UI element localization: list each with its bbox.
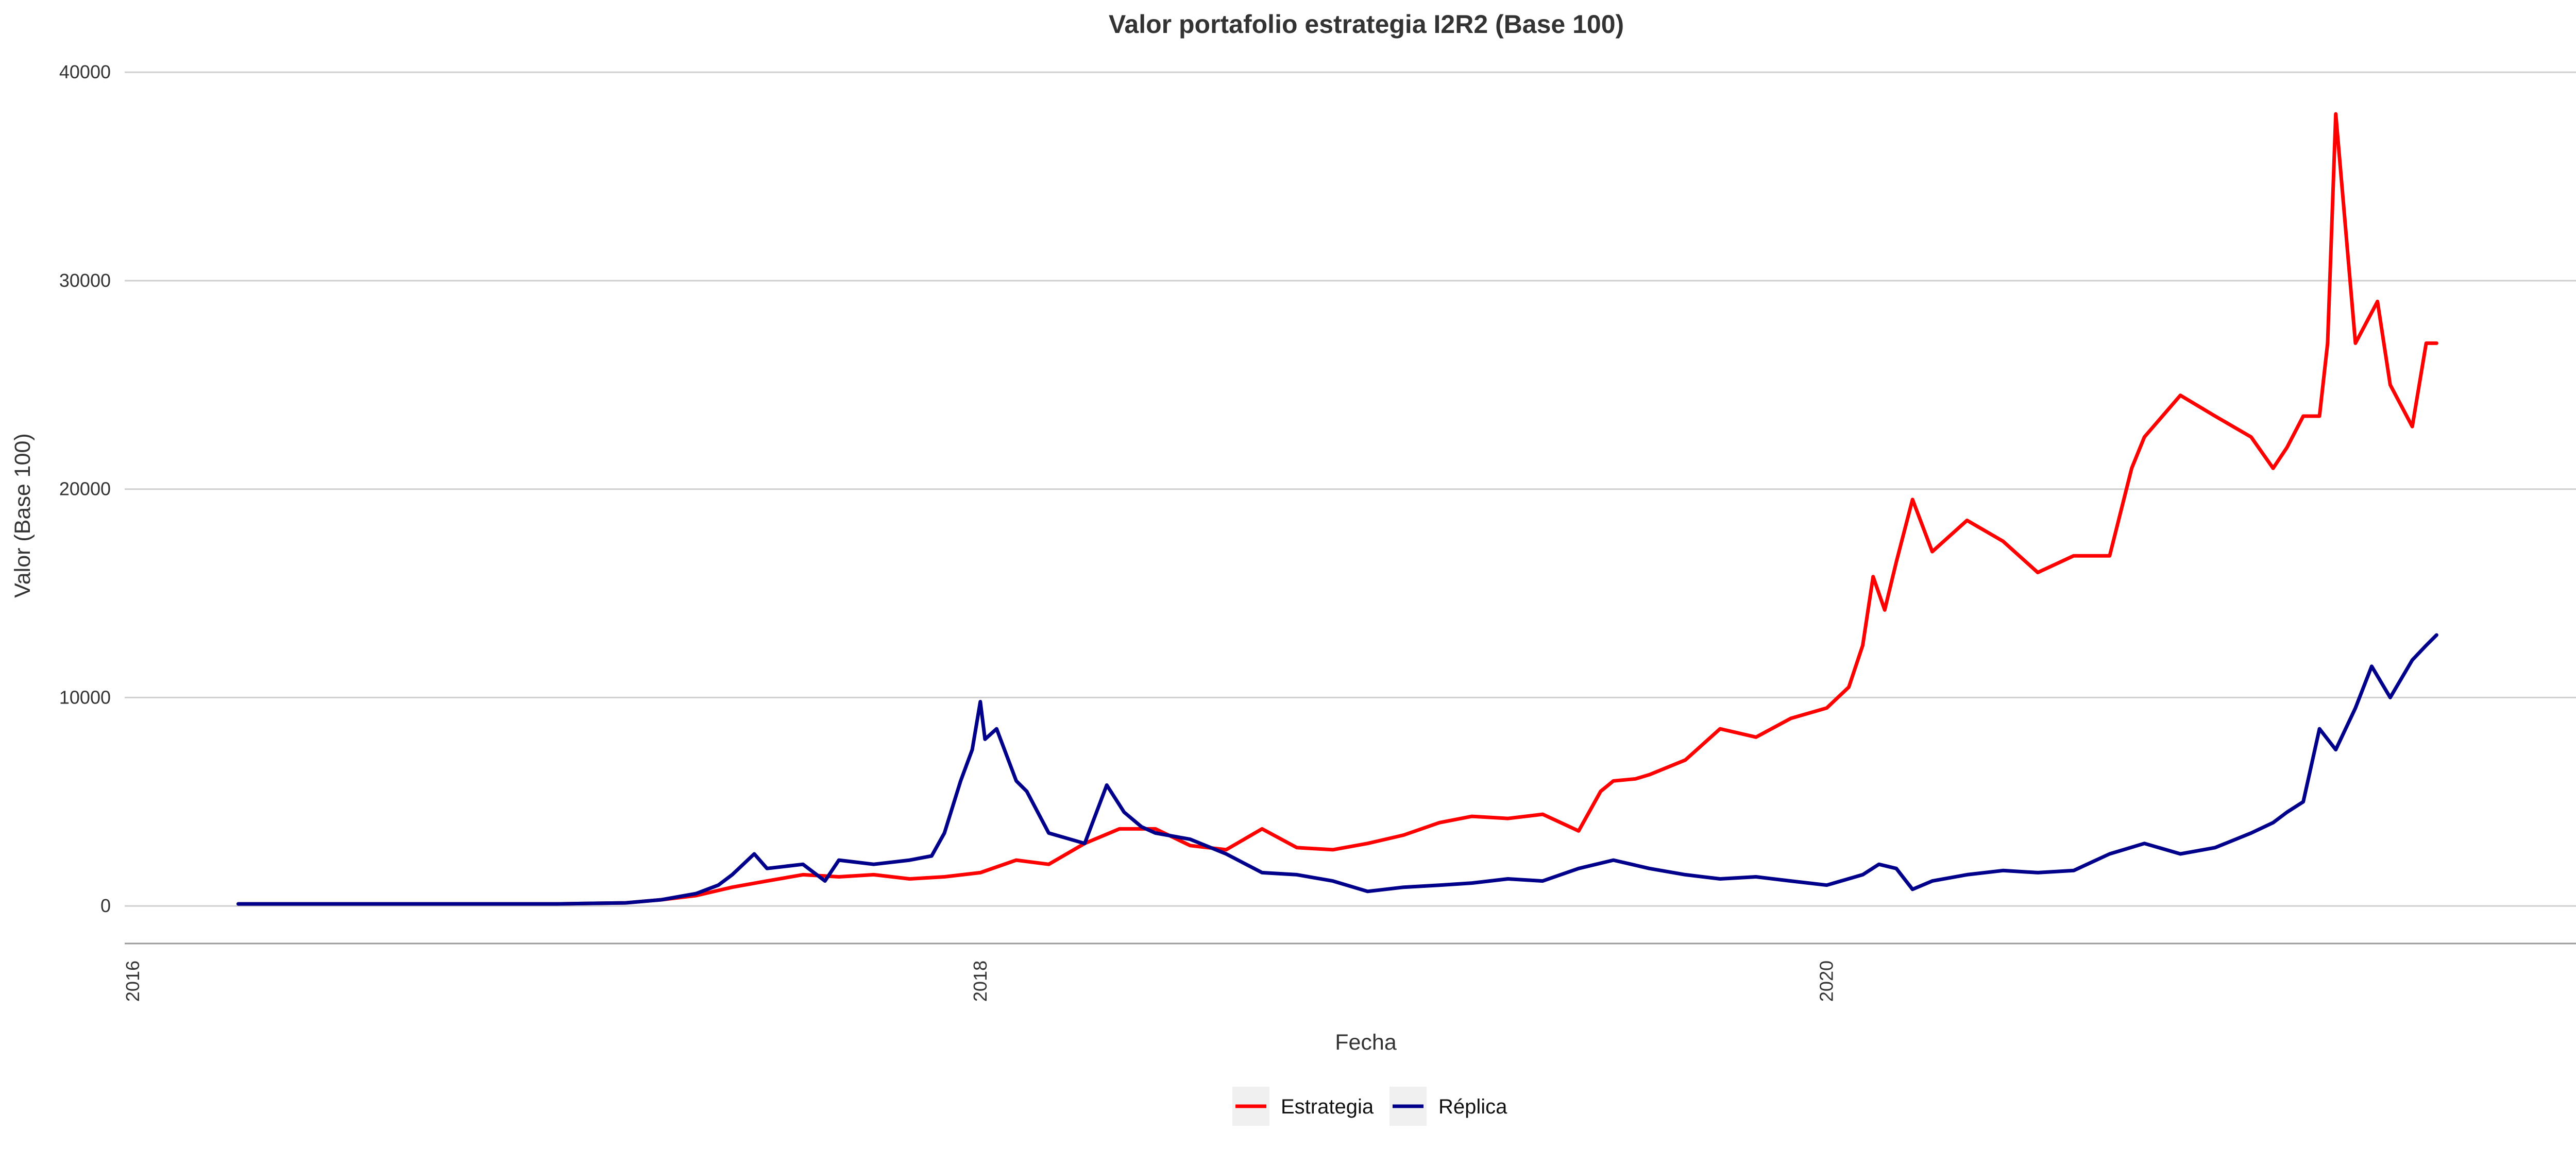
series-line-estrategia	[236, 112, 2438, 906]
y-tick-label: 10000	[59, 687, 111, 708]
axis-layer: 0 10000 20000 30000 40000 2016 2018 2020	[59, 61, 2576, 1002]
y-tick-label: 20000	[59, 478, 111, 500]
y-tick-label: 40000	[59, 61, 111, 82]
x-axis-title: Fecha	[1335, 1030, 1397, 1055]
legend: Estrategia Réplica	[1232, 1087, 1507, 1126]
x-tick-label: 2020	[1816, 961, 1837, 1002]
chart-title: Valor portafolio estrategia I2R2 (Base 1…	[1109, 10, 1624, 39]
y-axis-title: Valor (Base 100)	[10, 433, 35, 597]
x-tick-label: 2016	[122, 961, 143, 1002]
y-tick-label: 0	[100, 895, 111, 916]
series-line-r-plica	[236, 633, 2438, 906]
legend-label: Réplica	[1438, 1095, 1507, 1118]
grid-layer	[125, 71, 2576, 907]
series-layer	[236, 112, 2438, 906]
legend-label: Estrategia	[1281, 1095, 1374, 1118]
x-tick-label: 2018	[970, 961, 991, 1002]
y-tick-label: 30000	[59, 270, 111, 291]
